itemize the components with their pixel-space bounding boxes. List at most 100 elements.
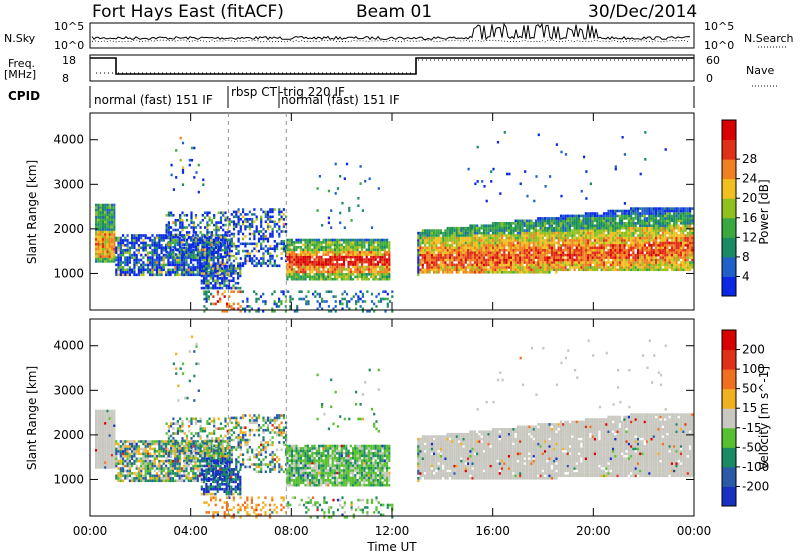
range-cell [153,263,156,267]
range-cell [338,263,341,266]
range-cell [99,228,102,231]
range-cell [476,266,479,269]
range-cell [329,275,332,279]
range-cell [345,241,348,244]
range-cell [386,268,389,271]
range-cell [602,258,606,262]
range-cell [505,268,508,272]
range-cell [541,217,544,220]
range-cell [347,241,350,244]
range-cell [356,241,359,244]
range-cell [433,244,436,247]
range-cell [333,243,337,247]
range-cell [361,265,364,269]
range-cell [113,213,116,217]
range-cell [568,222,572,225]
range-cell [634,246,637,250]
range-cell [435,266,438,269]
range-cell [293,310,296,313]
range-cell [451,246,454,250]
range-cell [288,238,291,242]
range-cell [666,246,669,250]
range-cell [208,216,211,219]
range-cell [212,295,215,298]
range-cell [537,229,540,232]
range-cell [381,248,384,252]
range-cell [302,255,305,259]
range-cell [311,270,314,274]
nave-label: Nave [746,64,774,77]
range-cell [352,263,355,266]
range-cell [519,231,522,235]
range-cell [539,217,542,220]
range-cell [464,229,467,232]
range-cell [185,271,188,274]
range-cell [288,265,291,269]
range-cell [523,253,526,257]
range-cell [482,248,486,252]
range-cell [460,231,463,235]
range-cell [286,238,289,242]
range-cell [668,224,671,227]
range-cell [179,214,182,217]
range-cell [541,266,544,269]
range-cell [244,307,247,311]
range-cell [480,239,483,242]
range-cell [507,258,510,262]
range-cell [386,250,389,254]
range-cell [223,310,226,313]
range-cell [501,256,504,259]
range-cell [194,244,197,247]
range-cell [519,258,522,262]
range-cell [645,251,649,254]
range-cell [679,214,683,218]
range-cell [140,268,143,272]
range-cell [627,263,630,267]
range-cell [498,222,501,225]
nave-hi-tick: 60 [706,54,720,67]
range-cell [566,248,569,252]
range-cell [621,219,624,223]
range-cell [600,241,603,245]
range-cell [221,274,224,278]
range-cell [453,239,456,242]
range-cell [363,250,366,254]
range-cell [205,262,208,265]
range-cell [530,239,533,242]
range-cell [183,268,186,272]
range-cell [614,253,617,257]
range-cell [155,251,159,254]
range-cell [562,261,565,264]
range-cell [262,257,265,260]
range-cell [591,219,594,223]
range-cell [356,275,359,279]
range-cell [618,263,621,267]
range-cell [616,226,619,230]
range-cell [566,214,569,218]
range-cell [162,248,165,252]
range-cell [650,263,653,267]
range-cell [652,241,655,245]
range-cell [652,244,655,247]
range-cell [587,224,590,227]
range-cell [388,277,391,281]
range-cell [379,273,382,276]
range-cell [580,266,583,269]
nsky-lo-tick: 10^0 [54,39,84,52]
range-cell [575,251,578,254]
range-cell [553,231,556,235]
range-cell [573,268,576,272]
range-cell [253,247,256,250]
range-cell [598,219,601,223]
range-cell [491,266,495,269]
range-cell [297,253,300,256]
range-cell [232,269,235,273]
range-cell [437,253,440,257]
range-cell [354,248,357,252]
range-cell [424,268,427,272]
range-cell [539,226,542,230]
range-cell [455,253,458,257]
range-cell [197,245,200,249]
range-cell [285,247,288,250]
range-cell [285,230,288,233]
